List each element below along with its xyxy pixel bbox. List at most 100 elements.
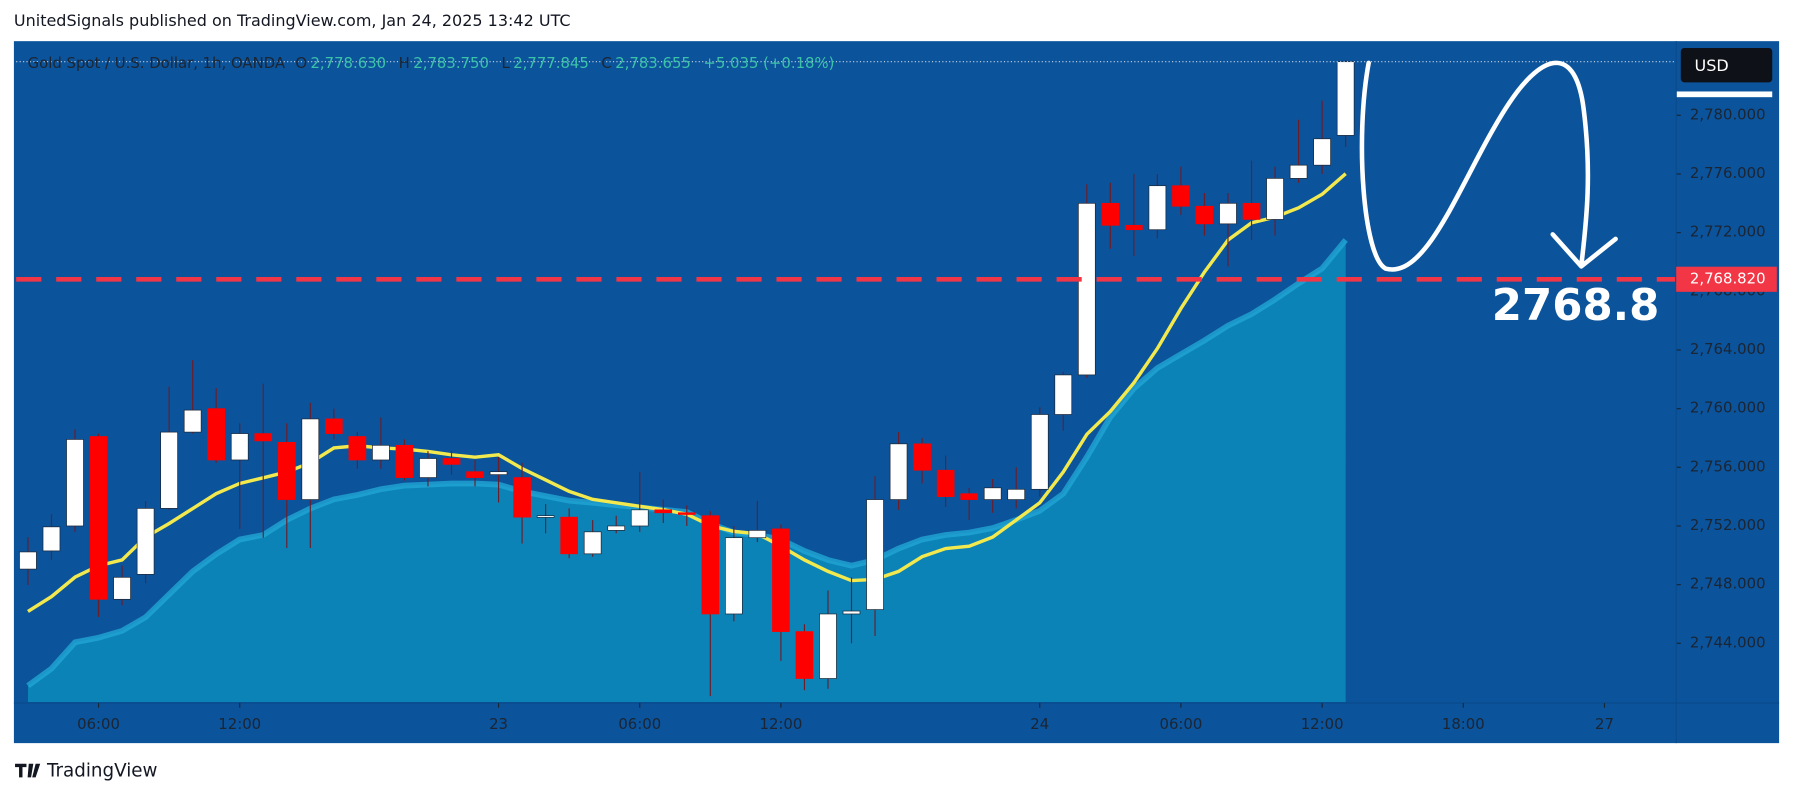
candle-body — [630, 509, 649, 527]
legend-text: Gold Spot / U.S. Dollar, 1h, OANDA — [28, 54, 286, 72]
candle-body — [560, 516, 578, 555]
legend-text: 2,778.630 — [310, 54, 386, 72]
x-tick-label: 18:00 — [1442, 715, 1485, 733]
candle-body — [325, 418, 343, 434]
currency-underline — [1676, 91, 1773, 98]
candle-body — [1007, 488, 1026, 500]
candle-body — [819, 613, 837, 679]
currency-button[interactable] — [1680, 48, 1773, 83]
candle-body — [254, 433, 273, 442]
plot — [16, 60, 1676, 702]
legend-text: O — [295, 54, 307, 72]
candle-body — [42, 526, 61, 552]
candle-body — [1054, 374, 1073, 415]
x-tick-label: 24 — [1030, 715, 1049, 733]
y-tick-label: 2,760.000 — [1690, 399, 1766, 417]
drawn-arrow — [1359, 60, 1618, 272]
candle-body — [419, 458, 437, 478]
price-label-box — [1676, 266, 1777, 292]
candle-body — [1219, 202, 1237, 225]
candle-body — [1336, 61, 1355, 136]
candle-body — [301, 418, 320, 500]
legend-text: 2,777.845 — [513, 54, 589, 72]
legend-text: C — [601, 54, 611, 72]
candle-body — [795, 631, 814, 679]
candle-body — [1242, 202, 1261, 220]
x-tick-label: 12:00 — [1301, 715, 1344, 733]
candle-body — [748, 530, 767, 539]
y-tick-label: 2,744.000 — [1690, 633, 1766, 651]
x-tick-label: 06:00 — [1160, 715, 1203, 733]
x-tick-label: 12:00 — [760, 715, 803, 733]
candle-body — [677, 512, 696, 515]
footer: TradingView — [46, 761, 158, 782]
annotation: 2768.8 — [1492, 281, 1660, 331]
candle-body — [89, 436, 108, 600]
candle-body — [348, 436, 367, 461]
candle-body — [1289, 164, 1308, 179]
candle-body — [1148, 185, 1167, 231]
candle-body — [1313, 138, 1331, 166]
legend-text: 2,783.750 — [413, 54, 489, 72]
candle-body — [1101, 202, 1120, 226]
y-tick-label: 2,752.000 — [1690, 516, 1766, 534]
candle-body — [842, 610, 861, 615]
y-tick-label: 2,780.000 — [1690, 105, 1766, 123]
candle-body — [1266, 178, 1284, 220]
candle-body — [936, 469, 955, 497]
candle-body — [372, 444, 390, 461]
candle-body — [1172, 185, 1190, 207]
x-tick-label: 27 — [1595, 715, 1614, 733]
candle-body — [983, 487, 1002, 500]
candle-body — [866, 499, 884, 610]
y-tick-label: 2,764.000 — [1690, 340, 1766, 358]
candle-body — [583, 531, 602, 555]
price-label: 2,768.820 — [1690, 269, 1766, 287]
candle-body — [183, 409, 202, 433]
candle-body — [160, 431, 178, 509]
x-tick-label: 06:00 — [618, 715, 661, 733]
candle-body — [1030, 414, 1049, 490]
candle-body — [19, 551, 37, 570]
candle-body — [889, 443, 908, 500]
y-tick-label: 2,772.000 — [1690, 223, 1766, 241]
candle-body — [960, 493, 978, 500]
candle-body — [701, 515, 720, 615]
candle-body — [536, 515, 555, 518]
candle-body — [113, 576, 131, 600]
candle-body — [277, 442, 296, 500]
currency: USD — [1695, 56, 1729, 75]
legend-text: 2,783.655 — [615, 54, 691, 72]
header: UnitedSignals published on TradingView.c… — [14, 11, 571, 30]
x-tick-label: 12:00 — [218, 715, 261, 733]
candle-body — [725, 537, 743, 615]
area-fill — [27, 239, 1346, 702]
legend-text: +5.035 (+0.18%) — [703, 54, 834, 72]
candle-body — [66, 439, 84, 527]
y-tick-label: 2,756.000 — [1690, 457, 1766, 475]
candle-body — [513, 477, 531, 518]
candle-body — [654, 509, 673, 514]
candle-body — [230, 433, 249, 461]
y-tick-label: 2,776.000 — [1690, 164, 1766, 182]
candle-body — [466, 471, 484, 478]
y-tick-label: 2,748.000 — [1690, 575, 1766, 593]
candle-body — [395, 444, 414, 478]
candle-body — [489, 471, 508, 475]
logo — [15, 763, 41, 778]
candle-body — [1125, 224, 1143, 231]
candle-body — [1077, 202, 1096, 376]
legend-text: H — [399, 54, 410, 72]
logo-mark — [15, 763, 41, 778]
candle-body — [136, 508, 155, 575]
candle-body — [442, 458, 461, 465]
candle-body — [607, 525, 626, 531]
legend-text: L — [501, 54, 510, 72]
candle-body — [207, 408, 226, 461]
candle-body — [772, 528, 790, 632]
candle-body — [1195, 205, 1214, 225]
x-tick-label: 23 — [489, 715, 508, 733]
x-tick-label: 06:00 — [77, 715, 120, 733]
